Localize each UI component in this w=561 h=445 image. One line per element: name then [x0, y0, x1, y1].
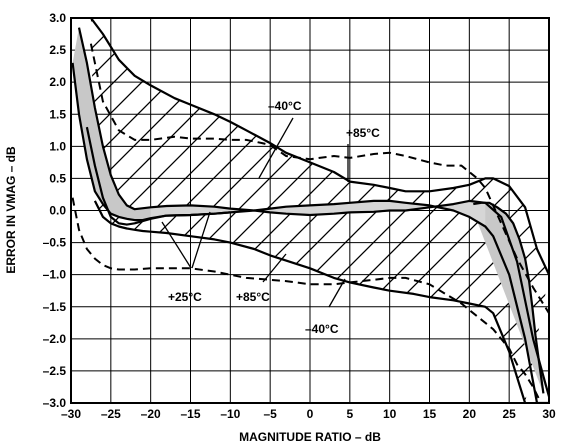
x-tick-label: –10 — [220, 407, 240, 421]
y-tick-label: –2.0 — [43, 332, 67, 346]
annotation-minus40c-bottom: –40°C — [305, 322, 339, 336]
chart-lines — [71, 18, 549, 403]
y-tick-label: 0.0 — [49, 204, 66, 218]
annotation-plus85c-bottom: +85°C — [236, 290, 270, 304]
series-band-edge-5 — [473, 201, 545, 394]
y-tick-label: 2.5 — [49, 43, 66, 57]
annotation-minus40c-top: –40°C — [268, 99, 302, 113]
x-tick-label: 15 — [423, 407, 437, 421]
y-tick-labels: 3.0 2.5 2.0 1.5 1.0 0.5 0.0 –0.5 –1.0 –1.5 –2.0 –2.… — [43, 11, 67, 410]
shaded-region-right — [469, 200, 549, 397]
x-tick-label: 30 — [542, 407, 556, 421]
x-tick-label: 5 — [346, 407, 353, 421]
y-tick-label: –0.5 — [43, 236, 67, 250]
y-tick-label: 2.0 — [49, 75, 66, 89]
x-tick-label: 20 — [463, 407, 477, 421]
annotation-plus85c-top: +85°C — [346, 126, 380, 140]
series-solid-0 — [90, 18, 549, 276]
series-solid-2 — [85, 126, 549, 403]
series-band-edge-4 — [71, 62, 231, 222]
annotation-plus25c: +25°C — [168, 290, 202, 304]
y-tick-label: –1.5 — [43, 300, 67, 314]
x-tick-label: –15 — [180, 407, 200, 421]
series-solid-3 — [93, 200, 527, 403]
annotation-leaders — [161, 117, 349, 308]
y-tick-label: –3.0 — [43, 396, 67, 410]
plot-frame — [70, 17, 550, 404]
y-tick-label: 3.0 — [49, 11, 66, 25]
y-tick-label: 1.0 — [49, 139, 66, 153]
y-tick-label: 0.5 — [49, 171, 66, 185]
y-tick-label: –1.0 — [43, 268, 67, 282]
series-dashed-6 — [89, 43, 549, 314]
x-tick-label: 10 — [383, 407, 397, 421]
chart-fills — [72, 18, 549, 403]
x-tick-label: 0 — [307, 407, 314, 421]
x-axis-title: MAGNITUDE RATIO – dB — [239, 430, 381, 444]
y-axis-title: ERROR IN VMAG – dB — [4, 146, 18, 274]
x-tick-label: –20 — [141, 407, 161, 421]
x-tick-label: 25 — [502, 407, 516, 421]
y-tick-label: –2.5 — [43, 364, 67, 378]
series-solid-1 — [77, 27, 549, 397]
x-tick-label: –30 — [61, 407, 81, 421]
x-tick-label: –25 — [101, 407, 121, 421]
y-tick-label: 1.5 — [49, 107, 66, 121]
x-tick-label: –5 — [263, 407, 277, 421]
x-tick-labels: –30 –25 –20 –15 –10 –5 0 5 10 15 20 25 30 — [61, 407, 556, 421]
